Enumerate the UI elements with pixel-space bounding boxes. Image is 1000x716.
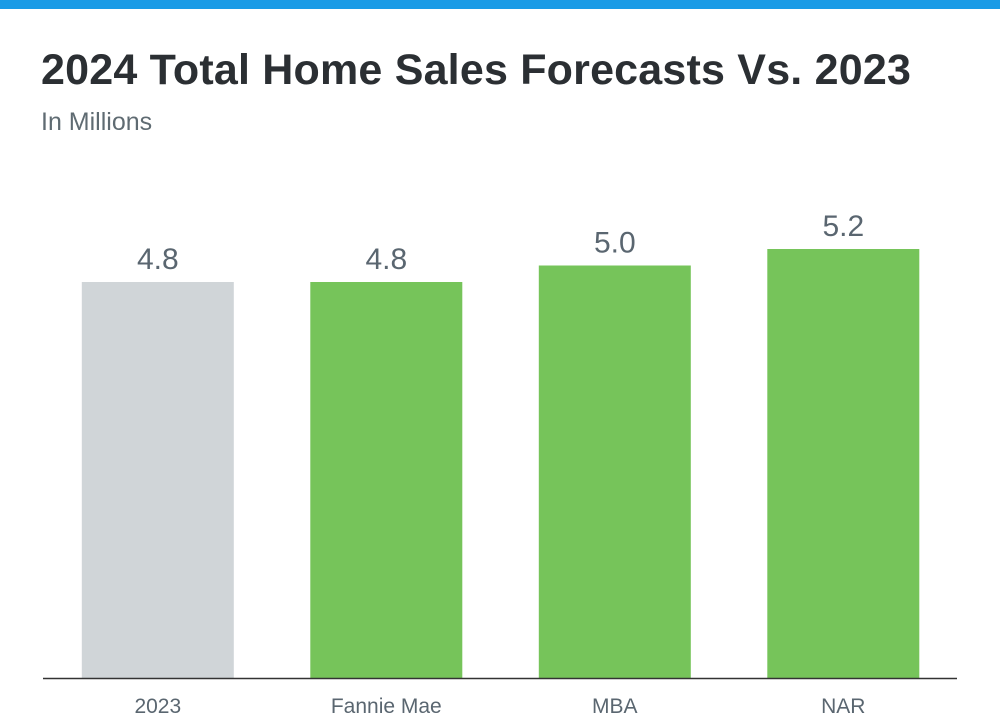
chart-subtitle: In Millions [41,108,153,136]
x-tick-label-mba: MBA [592,695,638,716]
value-label-2023: 4.8 [137,243,179,276]
top-accent-bar [0,0,1000,9]
bars-group [81,249,920,678]
bar-fannie-mae [310,282,463,678]
value-label-mba: 5.0 [594,227,636,260]
x-tick-labels-group: 2023 Fannie Mae MBA NAR [134,695,865,716]
value-label-fannie-mae: 4.8 [365,243,407,276]
bar-2023 [81,282,234,678]
x-tick-label-2023: 2023 [134,695,181,716]
x-tick-label-fannie-mae: Fannie Mae [331,695,442,716]
bar-nar [767,249,920,678]
value-label-nar: 5.2 [822,210,864,243]
bar-mba [538,265,691,678]
x-tick-label-nar: NAR [821,695,865,716]
value-labels-group: 4.8 4.8 5.0 5.2 [137,210,864,276]
chart-title: 2024 Total Home Sales Forecasts Vs. 2023 [41,46,912,94]
